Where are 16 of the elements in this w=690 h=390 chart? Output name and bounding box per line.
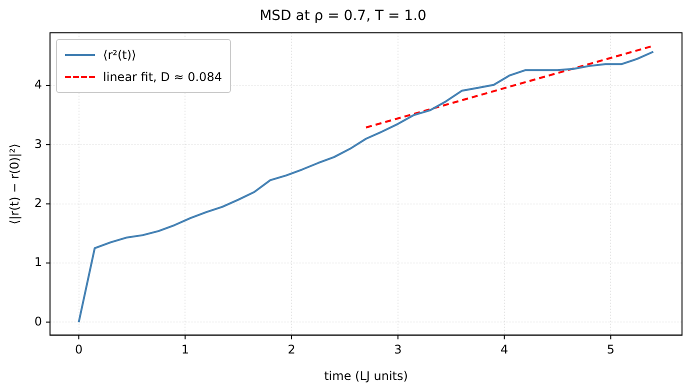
y-tick-label: 2 xyxy=(34,196,42,210)
x-tick-label: 2 xyxy=(288,342,296,357)
x-axis-title: time (LJ units) xyxy=(324,368,408,383)
x-tick-label: 1 xyxy=(181,342,189,357)
x-tick-label: 5 xyxy=(606,342,615,357)
x-tick-label: 0 xyxy=(74,342,83,357)
y-tick-label: 0 xyxy=(34,314,42,328)
legend-label: linear fit, D ≈ 0.084 xyxy=(103,70,222,84)
chart-title: MSD at ρ = 0.7, T = 1.0 xyxy=(260,8,426,24)
y-tick-label: 4 xyxy=(34,78,42,92)
x-tick-label: 4 xyxy=(500,342,508,357)
y-tick-label: 1 xyxy=(34,255,42,270)
y-axis-title: ⟨|r(t) − r(0)|²⟩ xyxy=(7,144,22,224)
y-tick-label: 3 xyxy=(34,136,42,151)
x-tick-label: 3 xyxy=(394,342,402,357)
legend-label: ⟨r²(t)⟩ xyxy=(103,48,136,62)
